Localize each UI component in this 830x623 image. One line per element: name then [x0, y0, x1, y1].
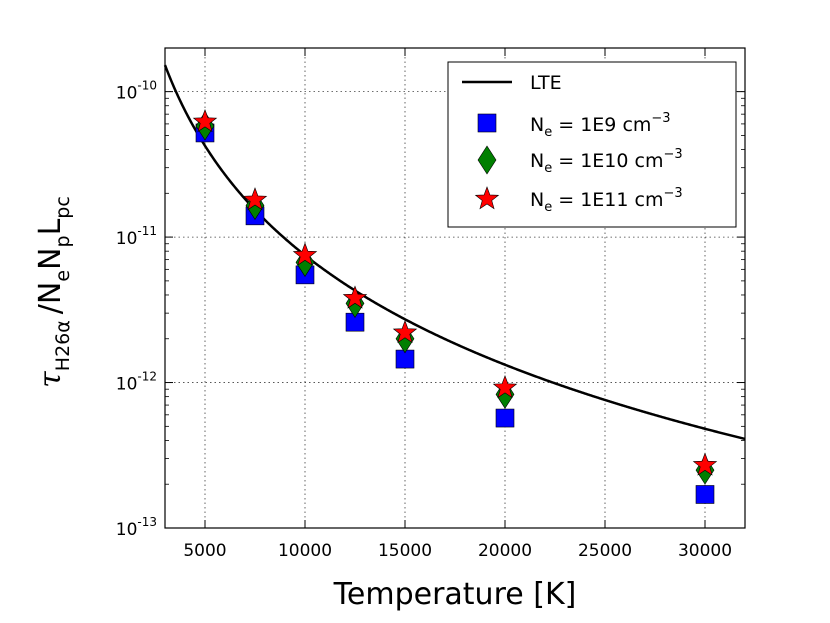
grid	[165, 48, 745, 529]
point-1E11-5000	[192, 108, 218, 133]
series-1E11	[192, 108, 718, 476]
legend-label-1e11: Ne = 1E11 cm−3	[530, 186, 683, 215]
point-1E11-15000	[392, 319, 418, 344]
legend-1e11-mid: = 1E11 cm	[552, 189, 663, 211]
x-tick-label: 15000	[378, 541, 432, 561]
legend-1e10-sup: −3	[663, 147, 682, 162]
series-1E9	[195, 123, 715, 504]
y-axis-symbol: τ	[33, 371, 68, 388]
x-axis-title: Temperature [K]	[333, 577, 577, 612]
legend: LTE Ne = 1E9 cm−3 Ne = 1E10 cm−3 Ne = 1E…	[447, 61, 737, 228]
legend-1e11-prefix: N	[530, 189, 544, 211]
point-1E11-10000	[292, 242, 318, 266]
y-axis-np-sub: p	[52, 235, 74, 247]
point-1E11-7500	[242, 187, 268, 211]
legend-1e11-sub: e	[544, 200, 552, 215]
x-tick-label: 30000	[678, 541, 732, 561]
legend-1e9-sup: −3	[651, 111, 670, 126]
legend-label-1e10: Ne = 1E10 cm−3	[530, 147, 683, 176]
point-1E11-20000	[492, 374, 518, 399]
x-tick-label: 20000	[478, 541, 532, 561]
legend-1e11-sup: −3	[663, 186, 682, 201]
x-tick-label: 25000	[578, 541, 632, 561]
x-tick-label: 5000	[183, 541, 226, 561]
y-axis-symbol-sub: H26α	[52, 320, 74, 371]
y-axis-mid: N	[33, 247, 68, 269]
point-1E11-12500	[342, 285, 368, 309]
legend-label-1e9: Ne = 1E9 cm−3	[530, 111, 671, 140]
y-tick-label: 10-13	[116, 515, 157, 540]
y-tick-label: 10-10	[116, 79, 157, 104]
point-1E9-30000	[695, 485, 715, 504]
y-axis-l-sub: pc	[52, 196, 74, 219]
legend-label-lte: LTE	[530, 72, 562, 94]
y-axis-l: L	[33, 218, 68, 235]
y-tick-label: 10-12	[116, 370, 157, 395]
markers-layer	[192, 108, 718, 504]
y-axis-title: τH26α/NeNpLpc	[33, 196, 74, 388]
point-1E11-30000	[692, 452, 718, 476]
legend-marker-1E9	[477, 113, 497, 133]
y-tick-label: 10-11	[116, 224, 157, 249]
legend-1e10-prefix: N	[530, 150, 544, 172]
legend-marker-1E11	[474, 186, 500, 210]
plot-frame	[164, 47, 746, 529]
legend-1e9-sub: e	[544, 125, 552, 140]
y-axis-rest: /N	[33, 282, 68, 315]
legend-1e10-sub: e	[544, 161, 552, 176]
point-1E9-20000	[495, 408, 515, 428]
legend-1e9-mid: = 1E9 cm	[552, 114, 651, 136]
y-axis-ne-sub: e	[52, 270, 74, 282]
legend-1e9-prefix: N	[530, 114, 544, 136]
x-tick-label: 10000	[278, 541, 332, 561]
legend-1e10-mid: = 1E10 cm	[552, 150, 663, 172]
legend-box	[447, 61, 737, 228]
point-1E10-10000	[295, 247, 315, 277]
legend-marker-1E10	[477, 145, 497, 175]
ticks: 5000 10000 15000 20000 25000 30000 10-13 10-12 1…	[116, 48, 745, 561]
